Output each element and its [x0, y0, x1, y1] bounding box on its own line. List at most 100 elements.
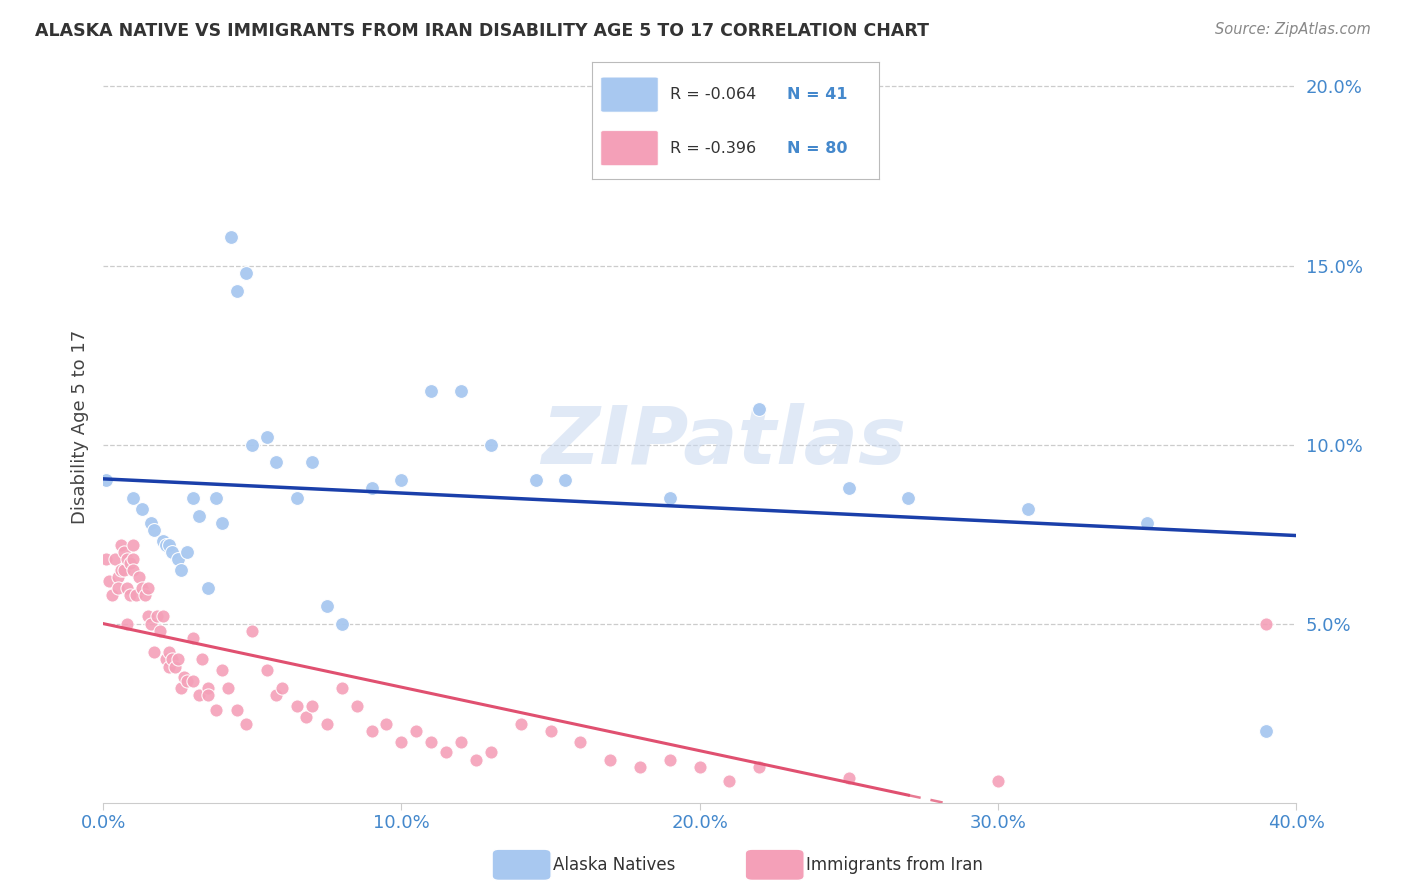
Point [1017, 502, 1039, 516]
Point [131, 502, 153, 516]
Point [658, 753, 681, 767]
Point [221, 230, 243, 244]
Point [226, 702, 249, 716]
Point [540, 723, 562, 738]
Point [173, 670, 195, 684]
Point [112, 545, 135, 559]
Point [94, 474, 117, 488]
Point [330, 616, 353, 631]
Point [217, 681, 239, 695]
Point [146, 609, 169, 624]
Point [160, 545, 183, 559]
Point [838, 481, 860, 495]
Point [110, 563, 132, 577]
Point [346, 698, 368, 713]
Point [389, 474, 412, 488]
Point [142, 645, 165, 659]
Point [211, 516, 233, 531]
Point [1256, 723, 1278, 738]
Point [181, 631, 204, 645]
Point [240, 624, 263, 638]
Point [197, 688, 219, 702]
Point [107, 570, 129, 584]
Point [599, 753, 621, 767]
Point [170, 681, 193, 695]
Point [240, 437, 263, 451]
Point [509, 716, 531, 731]
Point [157, 645, 180, 659]
Point [315, 599, 337, 613]
Point [748, 401, 770, 416]
Point [197, 681, 219, 695]
Text: Alaska Natives: Alaska Natives [553, 856, 675, 874]
Point [554, 474, 576, 488]
Point [136, 609, 159, 624]
Point [166, 652, 188, 666]
Point [1136, 516, 1159, 531]
Point [315, 716, 337, 731]
Point [264, 688, 287, 702]
Point [434, 746, 457, 760]
Point [122, 552, 145, 566]
Point [748, 760, 770, 774]
Point [479, 437, 502, 451]
Point [157, 659, 180, 673]
Point [152, 534, 174, 549]
Point [98, 574, 121, 588]
Point [139, 516, 162, 531]
Point [115, 552, 138, 566]
Point [450, 384, 472, 398]
Point [235, 266, 257, 280]
Text: ZIPatlas: ZIPatlas [541, 402, 905, 481]
Point [118, 556, 141, 570]
Point [136, 581, 159, 595]
Point [104, 552, 127, 566]
Point [256, 663, 278, 677]
Point [689, 760, 711, 774]
Text: Source: ZipAtlas.com: Source: ZipAtlas.com [1215, 22, 1371, 37]
Point [420, 735, 443, 749]
Point [134, 588, 156, 602]
Point [301, 455, 323, 469]
Point [155, 538, 177, 552]
Point [197, 581, 219, 595]
Text: ALASKA NATIVE VS IMMIGRANTS FROM IRAN DISABILITY AGE 5 TO 17 CORRELATION CHART: ALASKA NATIVE VS IMMIGRANTS FROM IRAN DI… [35, 22, 929, 40]
Point [122, 491, 145, 506]
Point [160, 652, 183, 666]
Point [264, 455, 287, 469]
Point [271, 681, 294, 695]
Point [112, 563, 135, 577]
Point [122, 563, 145, 577]
Point [101, 588, 124, 602]
Point [285, 491, 308, 506]
Point [465, 753, 488, 767]
Point [110, 538, 132, 552]
Point [128, 570, 150, 584]
Point [1256, 616, 1278, 631]
Point [107, 581, 129, 595]
Point [181, 491, 204, 506]
Point [718, 774, 741, 789]
Point [176, 545, 198, 559]
Point [330, 681, 353, 695]
Point [420, 384, 443, 398]
Point [235, 716, 257, 731]
Point [176, 673, 198, 688]
Point [205, 702, 228, 716]
Point [295, 709, 318, 723]
Point [125, 588, 148, 602]
Point [389, 735, 412, 749]
Point [149, 624, 172, 638]
Point [155, 652, 177, 666]
Point [838, 771, 860, 785]
Point [211, 663, 233, 677]
Point [987, 774, 1010, 789]
Y-axis label: Disability Age 5 to 17: Disability Age 5 to 17 [72, 329, 89, 524]
Point [94, 552, 117, 566]
Point [187, 688, 209, 702]
Point [163, 659, 186, 673]
Point [115, 581, 138, 595]
Point [285, 698, 308, 713]
Point [256, 430, 278, 444]
Point [131, 581, 153, 595]
